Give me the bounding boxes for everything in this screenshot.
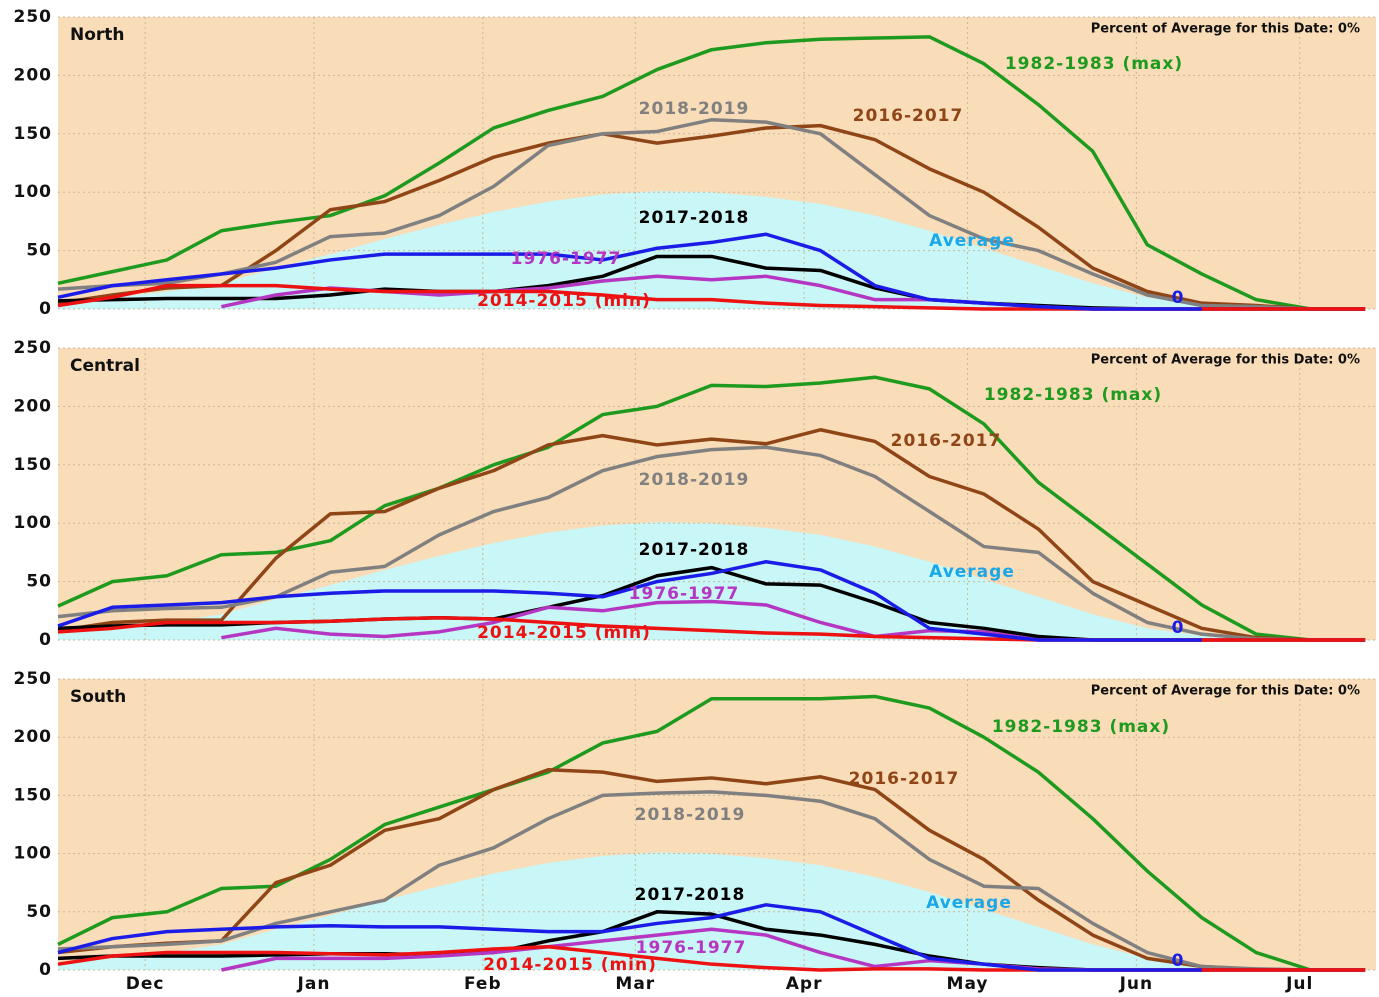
series-label: 2016-2017 bbox=[853, 106, 964, 126]
x-tick-label: Feb bbox=[464, 974, 502, 994]
y-tick-label: 200 bbox=[14, 396, 53, 416]
x-tick-label: Jan bbox=[297, 974, 331, 994]
series-label: 0 bbox=[1172, 618, 1185, 638]
y-tick-label: 100 bbox=[14, 513, 53, 533]
series-label: 1982-1983 (max) bbox=[992, 717, 1170, 737]
series-label: 2014-2015 (min) bbox=[477, 623, 651, 643]
y-tick-label: 150 bbox=[14, 785, 53, 805]
y-tick-label: 150 bbox=[14, 124, 53, 144]
y-tick-label: 100 bbox=[14, 182, 53, 202]
series-label: 2017-2018 bbox=[639, 208, 750, 228]
series-line bbox=[57, 768, 1366, 972]
series-label: 2017-2018 bbox=[639, 540, 750, 560]
y-tick-label: 50 bbox=[26, 572, 52, 592]
series-line bbox=[57, 35, 1366, 311]
y-tick-label: 250 bbox=[14, 7, 53, 27]
y-tick-label: 250 bbox=[14, 338, 53, 358]
series-label: 2016-2017 bbox=[891, 431, 1002, 451]
series-label: 1982-1983 (max) bbox=[984, 385, 1162, 405]
x-tick-label: Dec bbox=[126, 974, 165, 994]
series-label: 2018-2019 bbox=[639, 99, 750, 119]
panel-title: Central bbox=[70, 356, 140, 376]
average-area bbox=[58, 852, 1366, 970]
annotation: Percent of Average for this Date: 0% bbox=[1091, 22, 1360, 37]
series-label: 1976-1977 bbox=[511, 249, 622, 269]
series-line bbox=[57, 694, 1366, 972]
series-label: 1976-1977 bbox=[629, 584, 740, 604]
series-line bbox=[57, 559, 1202, 642]
y-tick-label: 0 bbox=[39, 299, 52, 319]
series-line bbox=[57, 375, 1366, 642]
y-tick-label: 50 bbox=[26, 902, 52, 922]
x-tick-label: Jul bbox=[1285, 974, 1313, 994]
series-label: Average bbox=[929, 231, 1015, 251]
series-line bbox=[57, 790, 1366, 972]
y-tick-label: 150 bbox=[14, 455, 53, 475]
y-tick-label: 200 bbox=[14, 65, 53, 85]
series-label: 2014-2015 (min) bbox=[477, 291, 651, 311]
series-label: 1976-1977 bbox=[636, 938, 747, 958]
annotation: Percent of Average for this Date: 0% bbox=[1091, 684, 1360, 699]
average-area bbox=[58, 191, 1366, 309]
series-line bbox=[57, 903, 1202, 972]
series-label: 2016-2017 bbox=[849, 769, 960, 789]
x-tick-label: Jun bbox=[1119, 974, 1154, 994]
series-label: 2014-2015 (min) bbox=[483, 955, 657, 975]
average-area bbox=[58, 522, 1366, 640]
series-label: Average bbox=[926, 893, 1012, 913]
series-label: 2017-2018 bbox=[635, 885, 746, 905]
panel-title: North bbox=[70, 25, 125, 45]
series-label: 0 bbox=[1172, 288, 1185, 308]
y-tick-label: 200 bbox=[14, 727, 53, 747]
y-tick-label: 100 bbox=[14, 844, 53, 864]
x-tick-label: Apr bbox=[786, 974, 823, 994]
series-label: 1982-1983 (max) bbox=[1005, 54, 1183, 74]
panel-title: South bbox=[70, 687, 126, 707]
series-label: Average bbox=[929, 562, 1015, 582]
series-line bbox=[57, 118, 1366, 311]
y-tick-label: 0 bbox=[39, 630, 52, 650]
x-tick-label: Mar bbox=[615, 974, 655, 994]
y-tick-label: 250 bbox=[14, 669, 53, 689]
series-label: 2018-2019 bbox=[639, 470, 750, 490]
x-tick-label: May bbox=[947, 974, 989, 994]
series-line bbox=[57, 232, 1202, 311]
series-label: 0 bbox=[1172, 951, 1185, 971]
y-tick-label: 0 bbox=[39, 960, 52, 980]
series-line bbox=[57, 123, 1366, 311]
series-line bbox=[57, 428, 1366, 642]
series-label: 2018-2019 bbox=[635, 805, 746, 825]
y-tick-label: 50 bbox=[26, 241, 52, 261]
annotation: Percent of Average for this Date: 0% bbox=[1091, 353, 1360, 368]
